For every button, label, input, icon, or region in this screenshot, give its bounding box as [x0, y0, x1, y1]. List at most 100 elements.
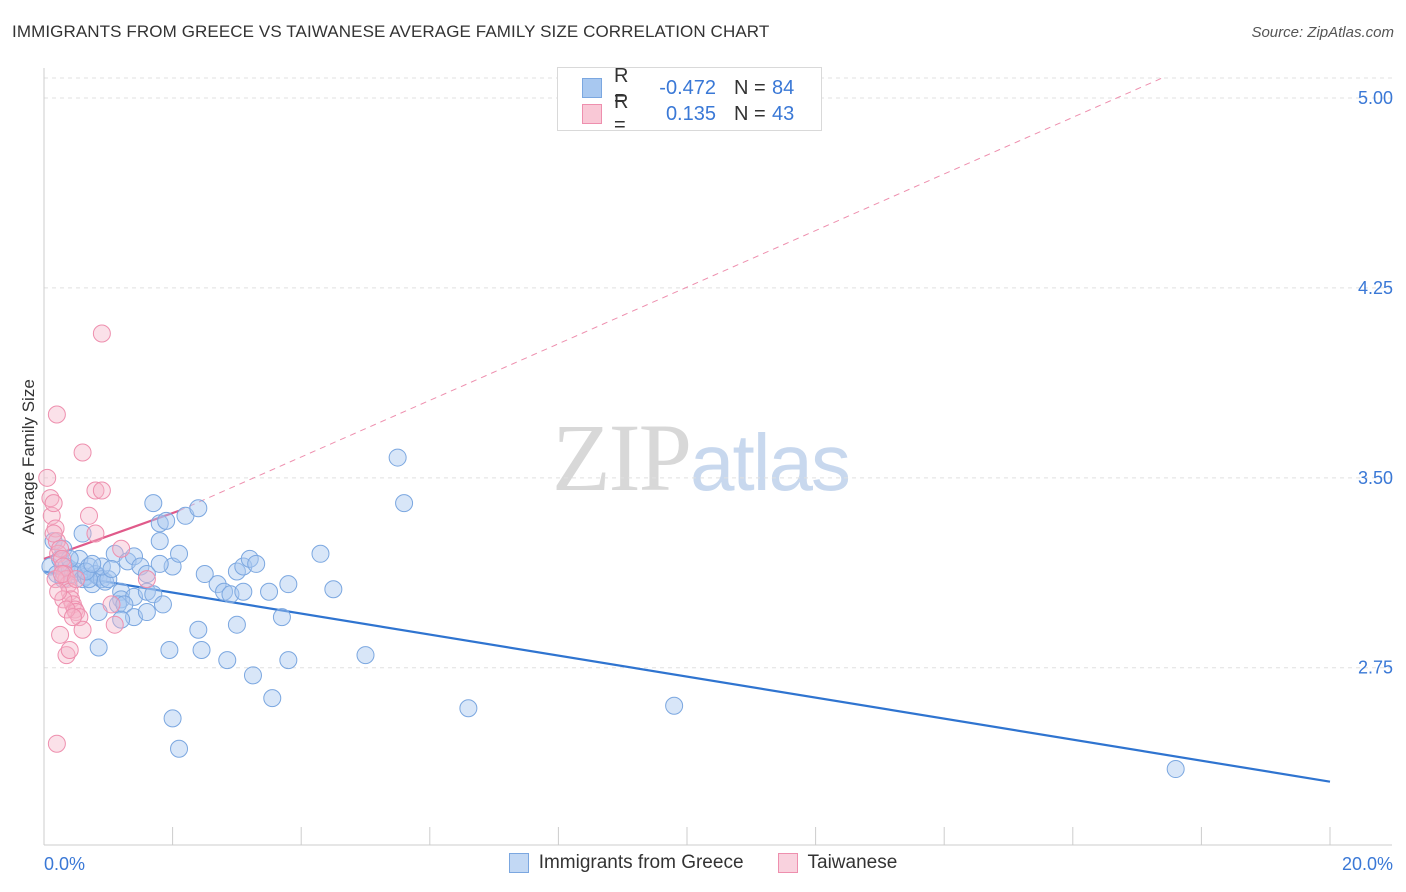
legend-label: Taiwanese: [807, 852, 898, 873]
data-point-greece: [234, 582, 253, 601]
data-point-taiwanese: [57, 600, 76, 619]
data-point-greece: [227, 615, 246, 634]
x-tick-label: 20.0%: [1342, 854, 1393, 874]
data-point-taiwanese: [51, 625, 70, 644]
data-point-greece: [665, 696, 684, 715]
data-point-taiwanese: [86, 524, 105, 543]
data-point-greece: [195, 565, 214, 584]
data-point-greece: [170, 739, 189, 758]
data-point-greece: [192, 641, 211, 660]
data-point-taiwanese: [47, 734, 66, 753]
data-point-taiwanese: [44, 494, 63, 513]
data-point-greece: [153, 595, 172, 614]
data-point-greece: [459, 699, 478, 718]
data-point-greece: [279, 575, 298, 594]
data-point-greece: [1166, 760, 1185, 779]
data-point-taiwanese: [49, 582, 68, 601]
data-point-taiwanese: [38, 468, 57, 487]
axes: [43, 68, 1392, 846]
legend-item-greece[interactable]: Immigrants from Greece: [508, 852, 744, 874]
data-point-greece: [80, 557, 99, 576]
y-tick-label: 2.75: [1358, 658, 1393, 678]
data-point-greece: [208, 575, 227, 594]
series-immigrants-from-greece: [41, 448, 1185, 779]
data-point-greece: [89, 638, 108, 657]
data-point-taiwanese: [53, 565, 72, 584]
legend-swatch-pink: [777, 853, 798, 873]
n-value: 84: [772, 76, 795, 99]
data-point-greece: [150, 554, 169, 573]
r-value: 0.135: [665, 102, 716, 125]
series-taiwanese: [38, 324, 156, 753]
series-legend: Immigrants from Greece Taiwanese: [0, 852, 1406, 874]
grid-lines: [44, 77, 1392, 669]
data-point-greece: [157, 511, 176, 530]
data-point-greece: [260, 582, 279, 601]
data-point-taiwanese: [44, 524, 63, 543]
n-label: N =: [734, 102, 766, 125]
legend-row-greece: R = -0.472 N = 84: [582, 65, 795, 110]
data-point-greece: [388, 448, 407, 467]
data-point-taiwanese: [53, 549, 72, 568]
data-point-greece: [76, 562, 95, 581]
data-point-taiwanese: [137, 570, 156, 589]
data-point-taiwanese: [73, 620, 92, 639]
data-point-taiwanese: [47, 405, 66, 424]
data-point-greece: [92, 570, 111, 589]
data-point-taiwanese: [112, 539, 131, 558]
data-point-greece: [73, 524, 92, 543]
data-point-greece: [324, 580, 343, 599]
data-point-greece: [189, 620, 208, 639]
data-point-greece: [144, 494, 163, 513]
data-point-taiwanese: [102, 595, 121, 614]
data-point-greece: [150, 532, 169, 551]
trend-lines: [43, 77, 1331, 783]
data-point-taiwanese: [73, 443, 92, 462]
legend-swatch-blue: [582, 78, 602, 98]
watermark: ZIPatlas: [552, 402, 851, 513]
data-point-taiwanese: [105, 615, 124, 634]
data-point-taiwanese: [92, 481, 111, 500]
x-tick-label: 0.0%: [44, 854, 85, 874]
data-point-greece: [279, 651, 298, 670]
y-tick-label: 3.50: [1358, 468, 1393, 488]
correlation-legend: R = -0.472 N = 84 R = 0.135 N = 43: [557, 65, 822, 136]
source-label: Source: ZipAtlas.com: [1251, 24, 1394, 41]
tick-labels: 2.75 3.50 4.25 5.00 0.0% 20.0%: [44, 88, 1393, 874]
data-point-greece: [247, 554, 266, 573]
data-point-taiwanese: [92, 324, 111, 343]
legend-label: Immigrants from Greece: [538, 852, 744, 873]
legend-swatch-blue: [508, 853, 529, 873]
trend-line-taiwanese-extrapolated: [178, 77, 1164, 512]
data-point-greece: [108, 595, 127, 614]
data-point-greece: [311, 544, 330, 563]
data-point-greece: [160, 641, 179, 660]
legend-swatch-pink: [582, 104, 602, 124]
r-label: R =: [614, 91, 629, 136]
data-point-greece: [102, 559, 121, 578]
data-point-greece: [115, 595, 134, 614]
data-point-taiwanese: [41, 489, 60, 508]
data-point-greece: [272, 608, 291, 627]
data-point-taiwanese: [57, 646, 76, 665]
legend-item-taiwanese[interactable]: Taiwanese: [777, 852, 898, 874]
data-point-taiwanese: [86, 481, 105, 500]
data-point-greece: [218, 651, 237, 670]
data-point-greece: [189, 499, 208, 518]
data-point-greece: [356, 646, 375, 665]
data-point-greece: [137, 565, 156, 584]
data-point-greece: [263, 689, 282, 708]
data-point-greece: [243, 666, 262, 685]
n-label: N =: [734, 76, 766, 99]
y-axis-label: Average Family Size: [19, 379, 38, 535]
trend-line-greece: [43, 570, 1331, 783]
y-tick-label: 4.25: [1358, 278, 1393, 298]
r-label: R =: [614, 65, 629, 110]
watermark-zip: ZIP: [552, 404, 692, 511]
data-point-taiwanese: [63, 608, 82, 627]
data-point-greece: [170, 544, 189, 563]
legend-row-taiwanese: R = 0.135 N = 43: [582, 91, 794, 136]
data-point-greece: [163, 709, 182, 728]
y-tick-label: 5.00: [1358, 88, 1393, 108]
r-value: -0.472: [659, 76, 716, 99]
